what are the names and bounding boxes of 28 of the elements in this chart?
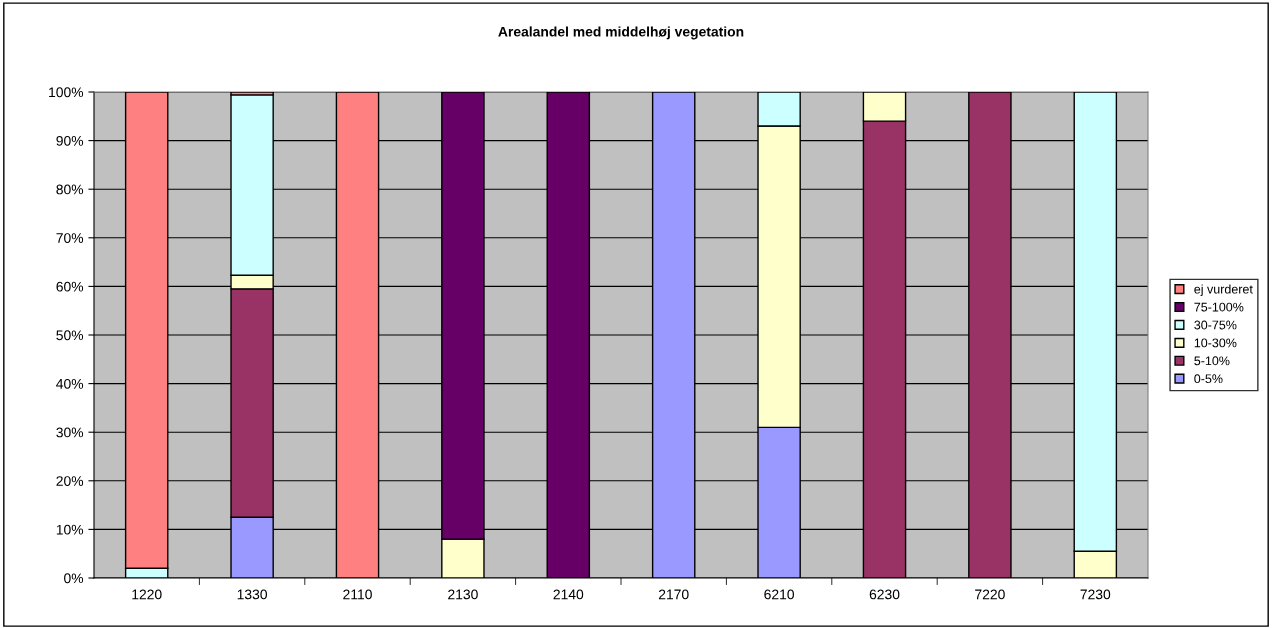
y-tick-label: 100% <box>49 87 84 98</box>
legend-label: 0-5% <box>1194 374 1223 384</box>
x-tick-label: 2130 <box>448 589 478 600</box>
y-tick-label: 80% <box>56 184 84 195</box>
x-tick-label: 7220 <box>975 589 1005 600</box>
y-tick-label: 0% <box>64 573 84 584</box>
x-tick-label: 6210 <box>764 589 795 600</box>
x-tick-label: 2110 <box>343 589 372 600</box>
legend-label: 5-10% <box>1194 356 1230 366</box>
legend-label: 30-75% <box>1194 320 1237 330</box>
legend-label: ej vurderet <box>1194 284 1253 297</box>
x-tick-label: 1330 <box>237 589 268 600</box>
y-tick-label: 20% <box>56 476 84 486</box>
x-tick-label: 6230 <box>869 589 900 600</box>
chart-title: Arealandel med middelhøj vegetation <box>498 26 744 40</box>
y-tick-label: 60% <box>56 281 84 292</box>
y-tick-label: 90% <box>56 135 84 146</box>
x-tick-label: 2170 <box>658 589 689 600</box>
y-tick-label: 30% <box>56 427 84 438</box>
x-tick-label: 7230 <box>1080 589 1111 600</box>
legend-label: 75-100% <box>1194 302 1244 312</box>
y-tick-label: 10% <box>56 524 84 535</box>
legend-label: 10-30% <box>1194 338 1237 348</box>
y-tick-label: 40% <box>56 378 84 389</box>
y-tick-label: 50% <box>56 330 84 341</box>
y-tick-label: 70% <box>56 233 84 243</box>
x-tick-label: 1220 <box>132 589 162 600</box>
x-tick-label: 2140 <box>553 589 584 600</box>
